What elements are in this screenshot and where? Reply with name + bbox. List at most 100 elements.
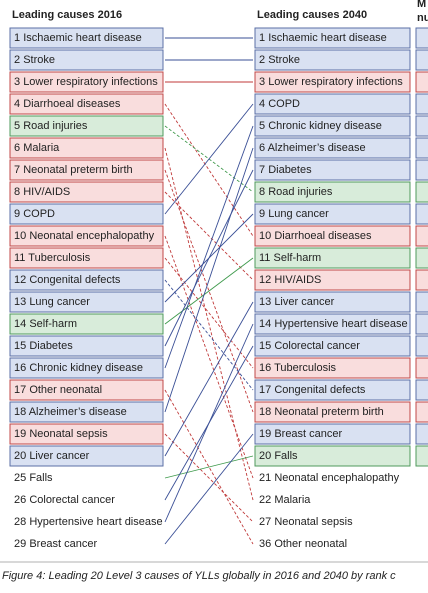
cause-label: 19 Breast cancer — [259, 428, 343, 440]
cause-box — [9, 357, 164, 379]
cause-box — [254, 27, 411, 49]
rank: 8 — [14, 186, 20, 198]
cause-box — [254, 71, 411, 93]
cause-name: HIV/AIDS — [274, 274, 321, 286]
rank: 18 — [14, 406, 26, 418]
rank-line — [164, 389, 254, 545]
cause-name: Diarrhoeal diseases — [23, 98, 121, 110]
rank: 9 — [259, 208, 265, 220]
cause-name: Stroke — [268, 54, 300, 66]
cause-label: 8 HIV/AIDS — [14, 186, 70, 198]
rank: 28 — [14, 516, 26, 528]
cause-label: 12 Congenital defects — [14, 274, 121, 286]
rank-line — [164, 191, 254, 281]
third-box — [415, 225, 428, 247]
cause-name: HIV/AIDS — [23, 186, 70, 198]
rank: 10 — [14, 230, 26, 242]
cause-name: Congenital defects — [29, 274, 121, 286]
cause-label: 14 Self-harm — [14, 318, 77, 330]
cause-name: Breast cancer — [29, 538, 97, 550]
rank: 2 — [259, 54, 265, 66]
cause-name: Chronic kidney disease — [268, 120, 382, 132]
cause-box — [9, 291, 164, 313]
third-box — [415, 49, 428, 71]
rank: 1 — [259, 32, 265, 44]
rank: 15 — [259, 340, 271, 352]
rank: 10 — [259, 230, 271, 242]
cause-name: Liver cancer — [274, 296, 334, 308]
cause-label: 10 Diarrhoeal diseases — [259, 230, 372, 242]
rank: 11 — [14, 252, 25, 264]
cause-box — [9, 379, 164, 401]
cause-label: 3 Lower respiratory infections — [14, 76, 158, 88]
cause-label: 17 Congenital defects — [259, 384, 366, 396]
rank: 7 — [259, 164, 265, 176]
rank: 22 — [259, 494, 271, 506]
third-box — [415, 181, 428, 203]
cause-name: Road injuries — [268, 186, 333, 198]
cause-label: 1 Ischaemic heart disease — [259, 32, 387, 44]
cause-name: Diarrhoeal diseases — [274, 230, 372, 242]
rank: 6 — [259, 142, 265, 154]
cause-name: Neonatal preterm birth — [274, 406, 383, 418]
cause-box — [254, 357, 411, 379]
cause-label: 5 Road injuries — [14, 120, 88, 132]
rank-line — [164, 433, 254, 545]
cause-box — [254, 247, 411, 269]
rank: 3 — [14, 76, 20, 88]
cause-name: Malaria — [23, 142, 60, 154]
cause-label: 16 Chronic kidney disease — [14, 362, 143, 374]
cause-label: 17 Other neonatal — [14, 384, 102, 396]
cause-box — [9, 93, 164, 115]
cause-name: Diabetes — [268, 164, 312, 176]
rank: 5 — [14, 120, 20, 132]
cause-label: 9 Lung cancer — [259, 208, 329, 220]
cause-box — [9, 71, 164, 93]
third-box — [415, 269, 428, 291]
third-box — [415, 291, 428, 313]
rank: 12 — [14, 274, 26, 286]
rank: 4 — [14, 98, 20, 110]
cause-box — [9, 445, 164, 467]
rank: 5 — [259, 120, 265, 132]
rank: 12 — [259, 274, 271, 286]
cause-label: 28 Hypertensive heart disease — [14, 516, 163, 528]
rank: 29 — [14, 538, 26, 550]
cause-box — [254, 159, 411, 181]
cause-label: 16 Tuberculosis — [259, 362, 337, 374]
third-box — [415, 445, 428, 467]
cause-name: Congenital defects — [274, 384, 366, 396]
cause-name: Chronic kidney disease — [29, 362, 143, 374]
cause-box — [9, 313, 164, 335]
cause-name: Colorectal cancer — [29, 494, 115, 506]
rank-line — [164, 433, 254, 523]
cause-name: Tuberculosis — [28, 252, 90, 264]
cause-label: 2 Stroke — [259, 54, 300, 66]
rank: 17 — [259, 384, 271, 396]
cause-box — [9, 225, 164, 247]
cause-box — [254, 115, 411, 137]
cause-box — [254, 93, 411, 115]
cause-name: Liver cancer — [29, 450, 89, 462]
rank: 20 — [14, 450, 26, 462]
cause-box — [254, 423, 411, 445]
cause-box — [9, 423, 164, 445]
third-box — [415, 401, 428, 423]
third-box — [415, 137, 428, 159]
third-box — [415, 27, 428, 49]
cause-box — [9, 269, 164, 291]
caption: Figure 4: Leading 20 Level 3 causes of Y… — [2, 570, 396, 582]
third-box — [415, 313, 428, 335]
cause-label: 20 Falls — [259, 450, 298, 462]
rank: 26 — [14, 494, 26, 506]
cause-name: Lung cancer — [29, 296, 90, 308]
cause-name: Neonatal encephalopathy — [274, 472, 399, 484]
cause-label: 6 Alzheimer’s disease — [259, 142, 366, 154]
third-box — [415, 379, 428, 401]
cause-name: Alzheimer’s disease — [29, 406, 127, 418]
cause-label: 3 Lower respiratory infections — [259, 76, 403, 88]
cause-box — [9, 181, 164, 203]
cause-name: Stroke — [23, 54, 55, 66]
cause-label: 11 Tuberculosis — [14, 252, 91, 264]
